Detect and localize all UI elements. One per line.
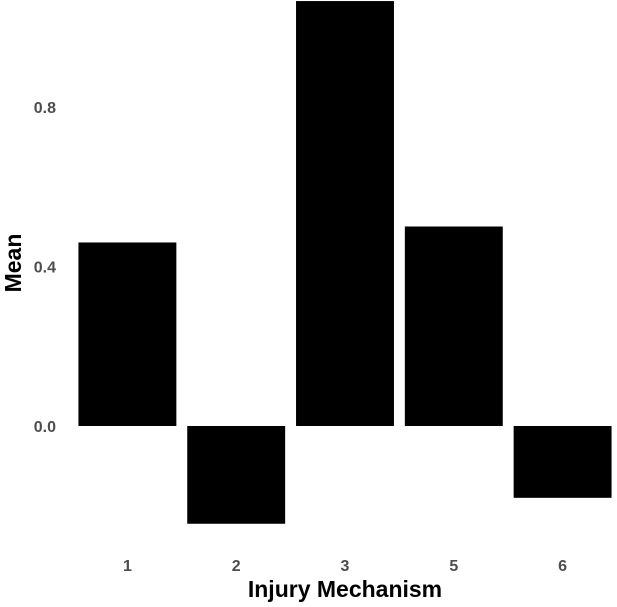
y-tick-label: 0.0 <box>34 419 56 436</box>
x-tick-label: 6 <box>558 558 567 575</box>
x-tick-label: 1 <box>123 558 132 575</box>
bar-2 <box>187 426 286 524</box>
x-tick-label: 2 <box>232 558 241 575</box>
x-axis-title: Injury Mechanism <box>248 576 442 602</box>
bar-6 <box>513 426 612 498</box>
x-tick-label: 3 <box>341 558 350 575</box>
y-tick-label: 0.4 <box>34 259 56 276</box>
y-axis-ticks: 0.0 0.4 0.8 <box>34 100 56 436</box>
bar-5 <box>404 226 503 426</box>
bar-1 <box>78 242 177 426</box>
x-tick-label: 5 <box>449 558 458 575</box>
bars <box>78 1 612 524</box>
y-tick-label: 0.8 <box>34 100 56 117</box>
bar-3 <box>296 1 394 426</box>
x-axis-ticks: 1 2 3 5 6 <box>123 558 567 575</box>
y-axis-title: Mean <box>0 234 26 293</box>
